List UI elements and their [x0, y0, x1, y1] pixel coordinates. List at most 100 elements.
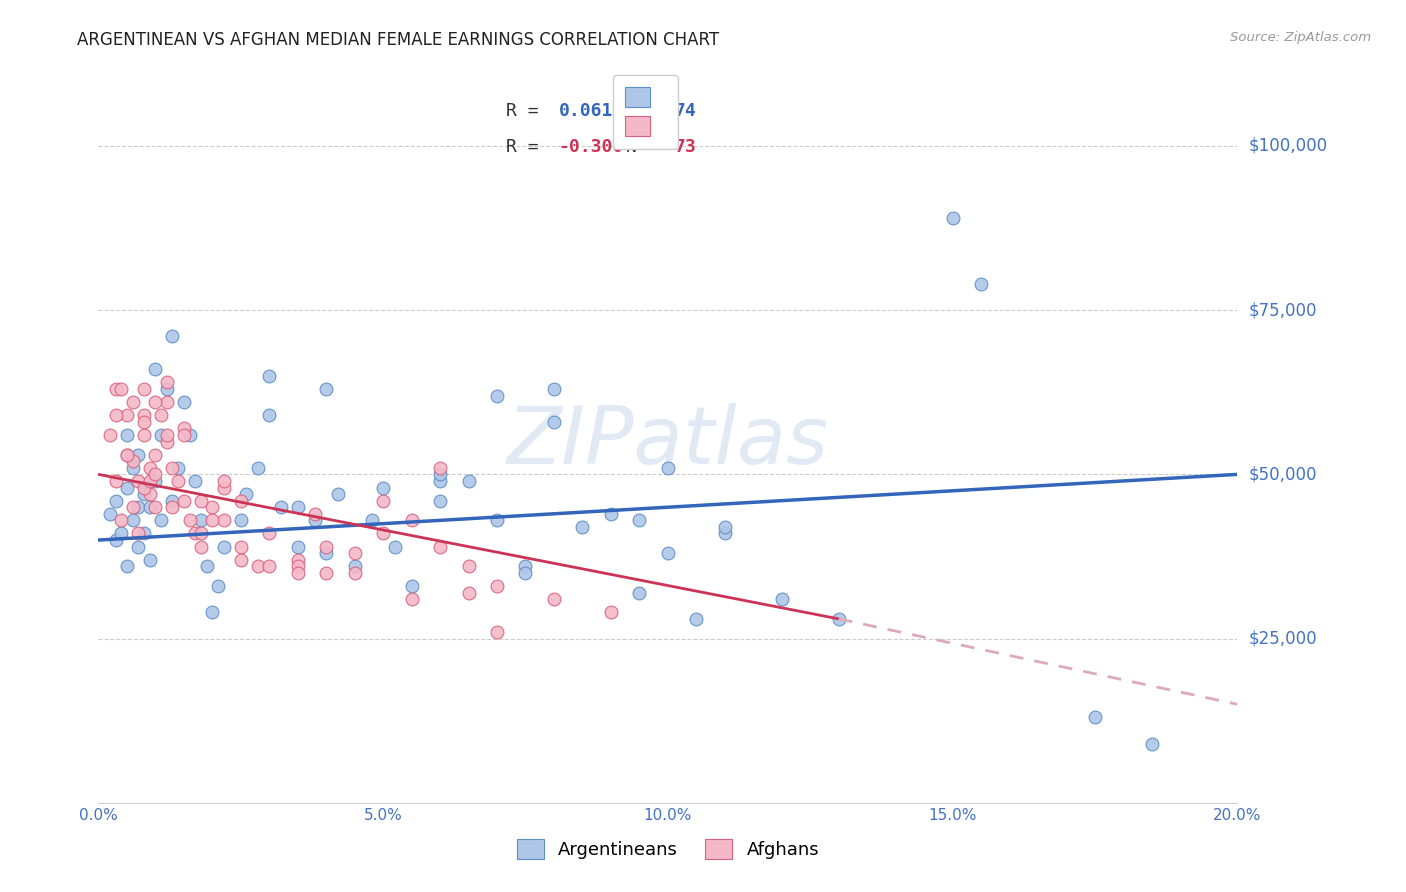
Point	[150, 409, 173, 423]
Point	[184, 474, 207, 488]
Point	[127, 500, 149, 515]
Point	[145, 500, 167, 515]
Point	[343, 546, 366, 560]
Point	[156, 434, 179, 449]
Point	[543, 415, 565, 429]
Point	[115, 428, 138, 442]
Text: $75,000: $75,000	[1249, 301, 1317, 319]
Point	[429, 474, 451, 488]
Point	[429, 460, 451, 475]
Point	[121, 454, 143, 468]
Text: ARGENTINEAN VS AFGHAN MEDIAN FEMALE EARNINGS CORRELATION CHART: ARGENTINEAN VS AFGHAN MEDIAN FEMALE EARN…	[77, 31, 720, 49]
Point	[162, 500, 184, 515]
Point	[486, 388, 509, 402]
Point	[628, 585, 651, 599]
Point	[212, 540, 235, 554]
Point	[195, 559, 218, 574]
Point	[145, 467, 167, 482]
Point	[287, 540, 309, 554]
Point	[457, 474, 479, 488]
Point	[401, 579, 423, 593]
Point	[259, 368, 281, 383]
Text: ZIPatlas: ZIPatlas	[506, 402, 830, 481]
Point	[259, 526, 281, 541]
Point	[685, 612, 707, 626]
Point	[628, 513, 651, 527]
Point	[184, 526, 207, 541]
Text: 73: 73	[675, 138, 696, 156]
Point	[229, 493, 252, 508]
Point	[315, 566, 337, 580]
Point	[384, 540, 406, 554]
Point	[173, 421, 195, 435]
Point	[156, 395, 179, 409]
Point	[714, 520, 737, 534]
Point	[156, 428, 179, 442]
Point	[138, 500, 160, 515]
Point	[373, 526, 395, 541]
Point	[457, 585, 479, 599]
Point	[127, 448, 149, 462]
Point	[179, 428, 201, 442]
Point	[571, 520, 593, 534]
Point	[373, 493, 395, 508]
Point	[110, 513, 132, 527]
Point	[150, 513, 173, 527]
Point	[343, 559, 366, 574]
Point	[287, 553, 309, 567]
Point	[207, 579, 229, 593]
Point	[229, 513, 252, 527]
Point	[167, 460, 190, 475]
Point	[270, 500, 292, 515]
Point	[115, 481, 138, 495]
Point	[132, 415, 155, 429]
Point	[115, 559, 138, 574]
Point	[287, 559, 309, 574]
Point	[246, 460, 269, 475]
Point	[229, 540, 252, 554]
Text: R =: R =	[506, 138, 550, 156]
Point	[190, 513, 212, 527]
Point	[373, 481, 395, 495]
Point	[657, 460, 679, 475]
Point	[190, 540, 212, 554]
Point	[115, 448, 138, 462]
Point	[201, 605, 224, 619]
Point	[429, 540, 451, 554]
Text: Source: ZipAtlas.com: Source: ZipAtlas.com	[1230, 31, 1371, 45]
Text: -0.300: -0.300	[558, 138, 624, 156]
Point	[457, 559, 479, 574]
Text: $50,000: $50,000	[1249, 466, 1317, 483]
Point	[132, 382, 155, 396]
Point	[156, 382, 179, 396]
Point	[104, 382, 127, 396]
Point	[132, 526, 155, 541]
Point	[600, 605, 623, 619]
Point	[98, 507, 121, 521]
Point	[127, 540, 149, 554]
Point	[162, 493, 184, 508]
Point	[657, 546, 679, 560]
Point	[201, 513, 224, 527]
Point	[246, 559, 269, 574]
Point	[121, 460, 143, 475]
Point	[486, 513, 509, 527]
Point	[179, 513, 201, 527]
Point	[315, 546, 337, 560]
Point	[304, 507, 326, 521]
Point	[229, 553, 252, 567]
Point	[156, 376, 179, 390]
Point	[515, 566, 537, 580]
Point	[942, 211, 965, 226]
Point	[121, 513, 143, 527]
Point	[543, 592, 565, 607]
Point	[259, 409, 281, 423]
Point	[138, 553, 160, 567]
Point	[304, 513, 326, 527]
Point	[132, 428, 155, 442]
Point	[167, 474, 190, 488]
Point	[326, 487, 349, 501]
Point	[104, 409, 127, 423]
Point	[145, 474, 167, 488]
Text: 74: 74	[675, 102, 696, 120]
